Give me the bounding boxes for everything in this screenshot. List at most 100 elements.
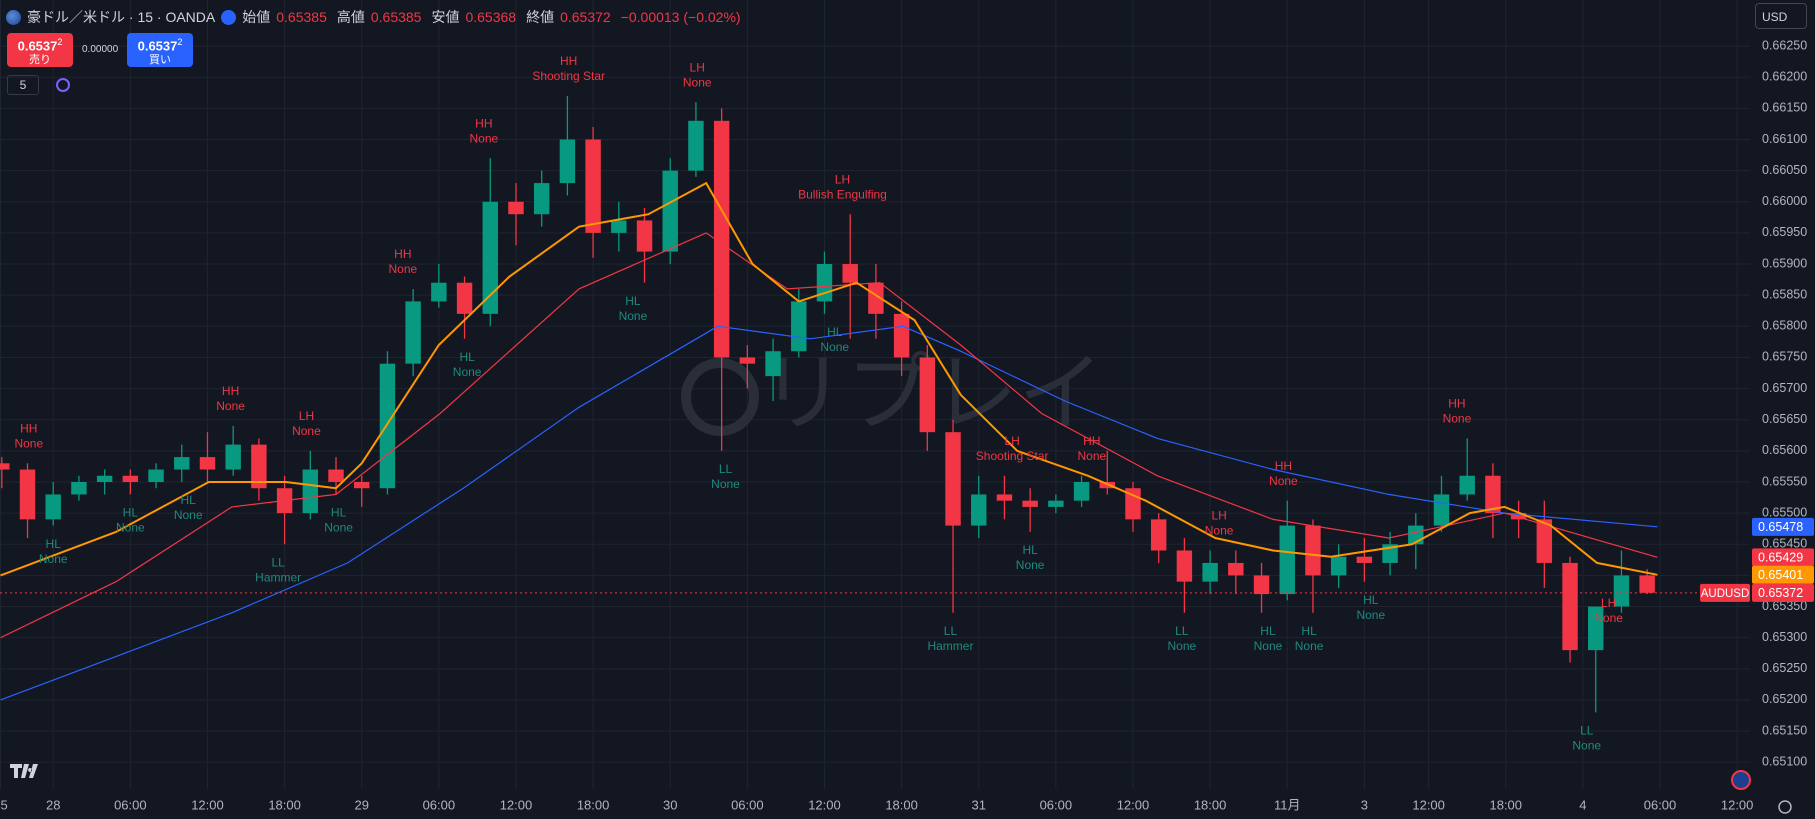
candle-body — [405, 301, 421, 364]
pattern-label: None — [1269, 474, 1298, 488]
last-price-tag-box — [1752, 583, 1814, 602]
candle-body — [379, 363, 396, 489]
swing-label: HL — [625, 294, 641, 308]
candle-body — [1562, 562, 1578, 651]
candle-body — [1150, 519, 1167, 551]
swing-label: LH — [835, 172, 850, 186]
open-value: 0.65385 — [276, 9, 327, 25]
candle-body — [354, 481, 370, 489]
candle-body — [611, 220, 627, 233]
pattern-label: None — [1254, 639, 1283, 653]
candle-body — [251, 444, 267, 489]
swing-label: HH — [1275, 459, 1292, 473]
candle-body — [1048, 500, 1064, 507]
swing-label: LL — [271, 555, 285, 569]
y-tick-label: 0.65150 — [1762, 723, 1807, 737]
pattern-label: None — [683, 75, 712, 89]
swing-label: HL — [827, 325, 843, 339]
x-tick-label: 12:00 — [808, 797, 841, 812]
candle-body — [148, 469, 164, 482]
swing-label: LH — [1211, 509, 1226, 523]
low-value: 0.65368 — [465, 9, 517, 25]
sell-button[interactable]: 0.65372 売り — [7, 33, 73, 67]
currency-selector[interactable]: USD — [1755, 3, 1807, 29]
ma-price-tag: 0.65478 — [1758, 520, 1803, 534]
candle-body — [1639, 575, 1655, 593]
candle-body — [713, 120, 730, 358]
candle-body — [636, 220, 653, 252]
y-tick-label: 0.65450 — [1762, 537, 1807, 551]
last-price-tag: 0.65372 — [1758, 586, 1803, 600]
candle-body — [1202, 562, 1218, 582]
interval-selector[interactable]: 5 — [7, 75, 39, 95]
swing-label: HL — [1301, 624, 1317, 638]
swing-label: LL — [1580, 724, 1594, 738]
buy-label: 買い — [149, 54, 171, 67]
swing-label: LH — [1004, 434, 1019, 448]
pattern-label: None — [1205, 524, 1234, 538]
x-tick-label: 12:00 — [1117, 797, 1150, 812]
buy-button[interactable]: 0.65372 買い — [127, 33, 193, 67]
x-tick-label: 3 — [1361, 797, 1368, 812]
y-tick-label: 0.66250 — [1762, 38, 1807, 52]
buy-pip: 2 — [177, 37, 183, 47]
candle-body — [996, 494, 1013, 501]
ma-price-tag: 0.65401 — [1758, 568, 1803, 582]
pattern-label: Hammer — [927, 639, 973, 653]
symbol-tag: AUDUSD — [1701, 588, 1750, 600]
candle-body — [971, 494, 987, 526]
x-tick-label: 12:00 — [1412, 797, 1445, 812]
pattern-label: None — [1356, 608, 1385, 622]
swing-label: LH — [690, 60, 705, 74]
change: −0.00013 (−0.02%) — [620, 9, 741, 25]
candle-body — [662, 170, 678, 252]
y-tick-label: 0.65200 — [1762, 692, 1807, 706]
candle-body — [533, 183, 550, 215]
pattern-label: None — [216, 399, 245, 413]
candle-body — [174, 457, 190, 470]
candle-body — [1253, 575, 1270, 595]
pattern-label: Bullish Engulfing — [798, 187, 887, 201]
pattern-label: None — [469, 131, 498, 145]
y-tick-label: 0.65950 — [1762, 225, 1807, 239]
pattern-label: None — [711, 477, 740, 491]
flag-badge — [1731, 770, 1751, 790]
high-label: 高値 — [336, 9, 365, 25]
x-tick-label: 06:00 — [1644, 797, 1677, 812]
symbol[interactable]: 豪ドル／米ドル · 15 · OANDA — [27, 9, 216, 25]
ma-line — [0, 325, 1658, 701]
x-tick-label: 45 — [0, 797, 8, 812]
pattern-label: Hammer — [255, 570, 301, 584]
x-tick-label: 12:00 — [1721, 797, 1754, 812]
buy-price: 0.6537 — [137, 38, 178, 54]
y-tick-label: 0.65750 — [1762, 350, 1807, 364]
candle-body — [765, 351, 781, 377]
candle-body — [302, 469, 319, 514]
x-tick-label: 18:00 — [577, 797, 610, 812]
x-tick-label: 28 — [46, 797, 60, 812]
replay-icon[interactable] — [221, 9, 237, 25]
sell-pip: 2 — [57, 37, 63, 47]
swing-label: HH — [1083, 434, 1100, 448]
candle-body — [688, 120, 704, 171]
candle-body — [1588, 606, 1604, 651]
candle-body — [0, 463, 10, 470]
y-tick-label: 0.66050 — [1762, 163, 1807, 177]
y-tick-label: 0.65300 — [1762, 630, 1807, 644]
y-tick-label: 0.66200 — [1762, 70, 1807, 84]
close-label: 終値 — [526, 9, 555, 25]
ma-price-tag-box — [1752, 548, 1814, 567]
candle-body — [1613, 575, 1630, 607]
pattern-label: None — [292, 424, 321, 438]
swing-label: HL — [123, 506, 139, 520]
x-tick-label: 12:00 — [500, 797, 533, 812]
spread: 0.00000 — [82, 44, 119, 55]
pattern-label: None — [389, 262, 418, 276]
x-tick-label: 06:00 — [1040, 797, 1073, 812]
x-tick-label: 18:00 — [1489, 797, 1522, 812]
candle-body — [868, 282, 884, 314]
candle-body — [1433, 494, 1450, 526]
y-tick-label: 0.65100 — [1762, 755, 1807, 769]
flag-icon — [6, 9, 21, 25]
